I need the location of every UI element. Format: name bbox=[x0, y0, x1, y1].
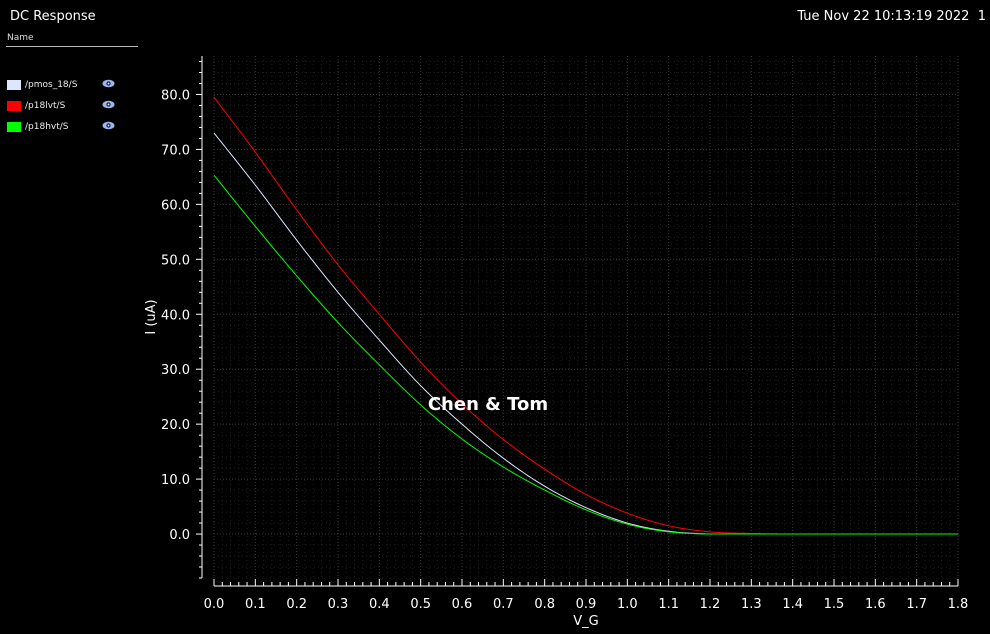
legend-item-pmos-18[interactable]: /pmos_18/S bbox=[7, 74, 122, 95]
x-tick-label: 0.1 bbox=[245, 597, 266, 612]
x-tick-label: 0.0 bbox=[204, 597, 225, 612]
x-tick-label: 0.9 bbox=[576, 597, 597, 612]
x-tick-label: 1.2 bbox=[700, 597, 721, 612]
eye-icon[interactable] bbox=[102, 79, 115, 88]
y-tick-label: 10.0 bbox=[161, 473, 190, 488]
y-tick-label: 20.0 bbox=[161, 418, 190, 433]
legend-swatch bbox=[7, 121, 21, 132]
legend-header: Name bbox=[7, 33, 34, 43]
x-tick-label: 0.5 bbox=[410, 597, 431, 612]
legend-item-p18hvt[interactable]: /p18hvt/S bbox=[7, 116, 122, 137]
legend: /pmos_18/S /p18lvt/S /p18hvt/S bbox=[7, 74, 122, 137]
x-tick-label: 1.6 bbox=[865, 597, 886, 612]
x-tick-label: 0.3 bbox=[328, 597, 349, 612]
eye-icon[interactable] bbox=[102, 121, 115, 130]
x-tick-label: 1.1 bbox=[658, 597, 679, 612]
legend-divider bbox=[6, 46, 138, 47]
window-title: DC Response bbox=[10, 9, 96, 24]
x-tick-label: 1.4 bbox=[782, 597, 803, 612]
y-axis-label: I (uA) bbox=[144, 299, 159, 334]
legend-label: /p18hvt/S bbox=[25, 121, 69, 132]
x-tick-label: 1.5 bbox=[824, 597, 845, 612]
y-tick-label: 70.0 bbox=[161, 143, 190, 158]
legend-swatch bbox=[7, 100, 21, 111]
y-tick-label: 40.0 bbox=[161, 308, 190, 323]
x-tick-label: 0.7 bbox=[493, 597, 514, 612]
x-tick-label: 0.8 bbox=[534, 597, 555, 612]
timestamp: Tue Nov 22 10:13:19 2022 1 bbox=[797, 9, 986, 24]
page-number: 1 bbox=[977, 9, 986, 24]
x-tick-label: 1.0 bbox=[617, 597, 638, 612]
series-line-2 bbox=[213, 174, 958, 535]
plot-grid bbox=[213, 56, 959, 579]
x-tick-label: 1.8 bbox=[948, 597, 969, 612]
x-tick-label: 0.2 bbox=[286, 597, 307, 612]
x-tick-label: 1.3 bbox=[741, 597, 762, 612]
y-tick-label: 80.0 bbox=[161, 88, 190, 103]
plot-series bbox=[213, 96, 958, 535]
x-axis-label: V_G bbox=[573, 614, 598, 629]
x-tick-label: 1.7 bbox=[906, 597, 927, 612]
eye-icon[interactable] bbox=[102, 100, 115, 109]
plot-labels: 0.0 0.1 0.2 0.3 0.4 0.5 0.6 0.7 0.8 0.9 1.0 1.1 1.2 1… bbox=[144, 88, 968, 629]
legend-swatch bbox=[7, 79, 21, 90]
y-tick-label: 60.0 bbox=[161, 198, 190, 213]
legend-item-p18lvt[interactable]: /p18lvt/S bbox=[7, 95, 122, 116]
legend-label: /pmos_18/S bbox=[25, 79, 78, 90]
x-tick-label: 0.4 bbox=[369, 597, 390, 612]
y-tick-label: 30.0 bbox=[161, 363, 190, 378]
y-tick-label: 50.0 bbox=[161, 253, 190, 268]
watermark-text: Chen & Tom bbox=[428, 394, 548, 415]
x-tick-label: 0.6 bbox=[452, 597, 473, 612]
legend-label: /p18lvt/S bbox=[25, 100, 66, 111]
y-tick-label: 0.0 bbox=[169, 528, 190, 543]
plot-axes bbox=[196, 56, 959, 587]
timestamp-text: Tue Nov 22 10:13:19 2022 bbox=[797, 9, 970, 24]
